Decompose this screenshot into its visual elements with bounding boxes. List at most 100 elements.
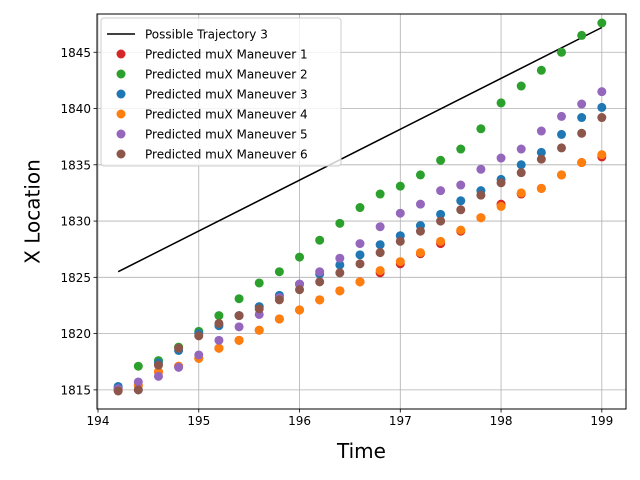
data-point	[355, 259, 365, 269]
y-tick-label: 1820	[60, 327, 91, 341]
data-point	[415, 199, 425, 209]
data-point	[254, 304, 264, 314]
series-maneuver-1	[113, 152, 607, 395]
data-point	[254, 325, 264, 335]
data-point	[436, 186, 446, 196]
data-point	[496, 178, 506, 188]
data-point	[456, 196, 466, 206]
data-point	[496, 153, 506, 163]
data-point	[355, 250, 365, 260]
data-point	[536, 65, 546, 75]
data-point	[355, 239, 365, 249]
axis-ticks: 194 195 196 197 198 199 1815 1820 1825 1830 1835 18…	[60, 46, 613, 428]
data-point	[415, 170, 425, 180]
legend-marker	[116, 89, 126, 99]
data-point	[557, 111, 567, 121]
data-point	[557, 47, 567, 57]
data-point	[456, 205, 466, 215]
legend-marker	[116, 49, 126, 59]
legend-marker	[116, 69, 126, 79]
series-maneuver-4	[113, 150, 607, 395]
data-point	[234, 294, 244, 304]
data-point	[315, 267, 325, 277]
data-point	[536, 126, 546, 136]
data-point	[295, 305, 305, 315]
data-point	[536, 147, 546, 157]
data-point	[436, 209, 446, 219]
data-point	[113, 386, 123, 396]
data-point	[133, 361, 143, 371]
data-point	[577, 128, 587, 138]
y-tick-label: 1835	[60, 158, 91, 172]
legend-label: Predicted muX Maneuver 4	[145, 108, 308, 122]
data-point	[456, 144, 466, 154]
data-point	[274, 314, 284, 324]
data-point	[194, 350, 204, 360]
data-point	[436, 236, 446, 246]
data-point	[536, 154, 546, 164]
data-point	[375, 248, 385, 258]
legend-label: Predicted muX Maneuver 5	[145, 128, 308, 142]
legend-items: Possible Trajectory 3 Predicted muX Maneu…	[107, 28, 308, 162]
y-tick-label: 1815	[60, 383, 91, 397]
legend-label: Predicted muX Maneuver 2	[145, 68, 308, 82]
data-point	[355, 277, 365, 287]
data-point	[335, 260, 345, 270]
legend-marker	[116, 109, 126, 119]
data-point	[476, 213, 486, 223]
data-point	[153, 360, 163, 370]
data-point	[133, 385, 143, 395]
data-point	[557, 143, 567, 153]
data-point	[496, 201, 506, 211]
y-tick-label: 1845	[60, 46, 91, 60]
data-point	[436, 216, 446, 226]
data-point	[536, 183, 546, 193]
data-point	[516, 160, 526, 170]
data-point	[516, 168, 526, 178]
data-point	[274, 267, 284, 277]
data-point	[557, 170, 567, 180]
data-point	[375, 266, 385, 276]
data-point	[436, 155, 446, 165]
data-point	[335, 268, 345, 278]
y-tick-label: 1840	[60, 102, 91, 116]
data-point	[577, 113, 587, 123]
data-point	[295, 285, 305, 295]
trajectory-line	[117, 26, 603, 273]
data-point	[557, 129, 567, 139]
data-point	[335, 253, 345, 263]
data-point	[395, 257, 405, 267]
points-layer	[113, 18, 607, 396]
legend-marker	[116, 129, 126, 139]
data-point	[214, 343, 224, 353]
data-point	[254, 278, 264, 288]
data-point	[577, 30, 587, 40]
data-point	[234, 322, 244, 332]
data-point	[153, 371, 163, 381]
data-point	[395, 181, 405, 191]
y-tick-label: 1825	[60, 271, 91, 285]
data-point	[456, 180, 466, 190]
data-point	[597, 87, 607, 97]
data-point	[355, 203, 365, 213]
data-point	[335, 286, 345, 296]
data-point	[516, 188, 526, 198]
data-point	[315, 235, 325, 245]
data-point	[597, 113, 607, 123]
x-tick-label: 194	[87, 414, 110, 428]
data-point	[496, 98, 506, 108]
data-point	[516, 81, 526, 91]
data-point	[335, 218, 345, 228]
data-point	[476, 190, 486, 200]
data-point	[133, 377, 143, 387]
data-point	[315, 277, 325, 287]
x-tick-label: 197	[389, 414, 412, 428]
data-point	[597, 150, 607, 160]
y-tick-label: 1830	[60, 215, 91, 229]
legend-marker	[116, 149, 126, 159]
trajectory-layer	[117, 26, 603, 273]
data-point	[597, 18, 607, 28]
y-axis-title: X Location	[21, 159, 45, 264]
data-point	[214, 311, 224, 321]
legend-label: Possible Trajectory 3	[145, 28, 268, 42]
